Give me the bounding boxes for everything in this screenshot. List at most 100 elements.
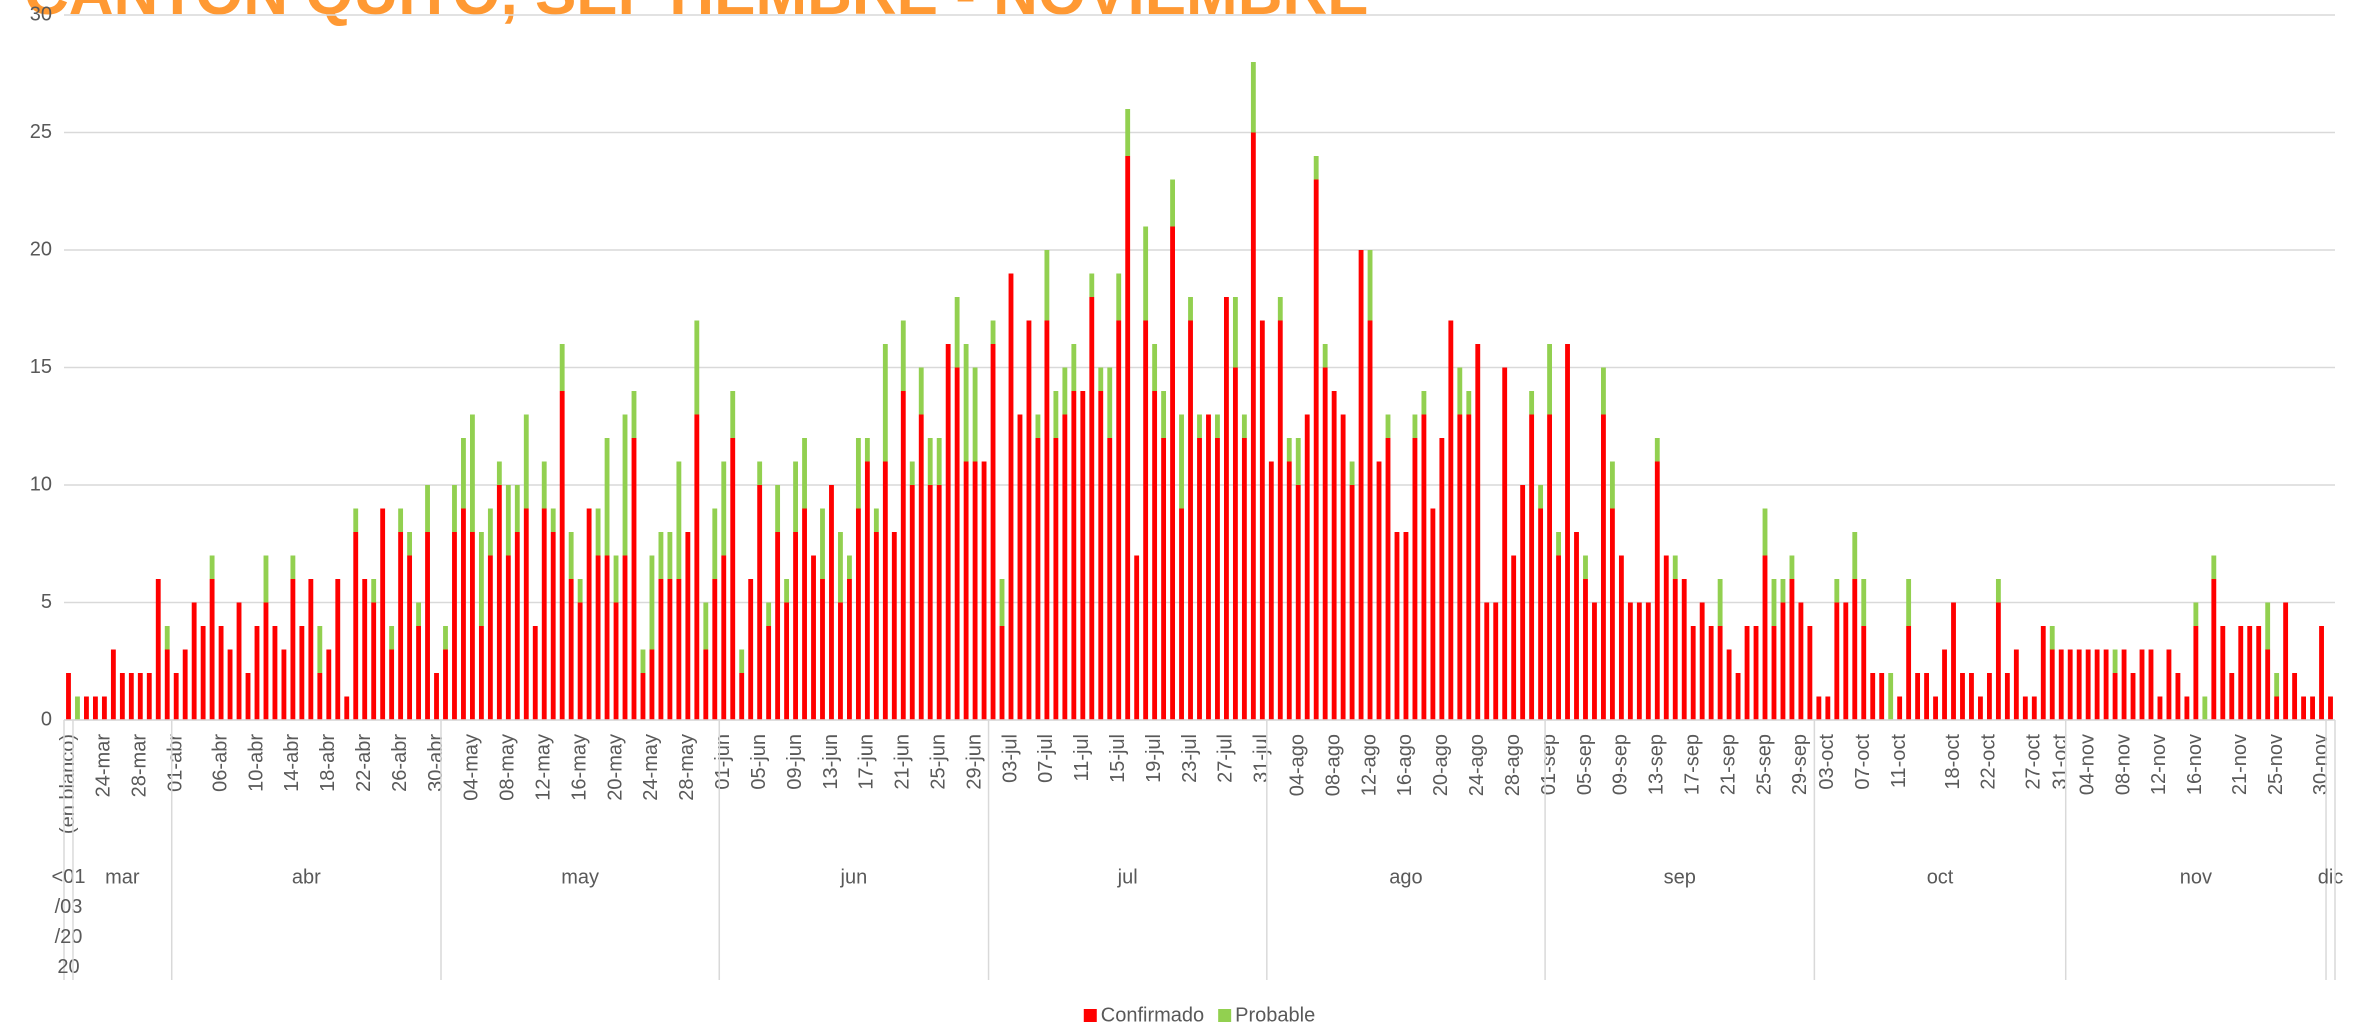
bar-segment (1995, 602, 2001, 720)
x-tick-label: 25-nov (2265, 734, 2287, 795)
bar-segment (694, 320, 700, 415)
bar-segment (1565, 344, 1570, 720)
bar-segment (1825, 696, 1831, 720)
bar-segment (568, 579, 574, 720)
x-tick-label: 08-nov (2112, 734, 2134, 795)
bar-segment (927, 438, 933, 485)
bar-segment (882, 461, 888, 720)
bar-segment (1654, 461, 1660, 720)
bar-segment (398, 508, 404, 532)
bar-segment (290, 555, 296, 579)
bar-segment (1583, 555, 1588, 579)
bar-segment (1852, 579, 1858, 720)
bar-segment (2139, 649, 2145, 720)
bar-segment (963, 344, 969, 462)
bar-segment (658, 532, 664, 579)
bar-segment (209, 579, 215, 720)
x-tick-label: 21-nov (2229, 734, 2251, 795)
x-tick-label: 28-ago (1502, 734, 1524, 796)
bar-segment (1331, 391, 1337, 720)
bar-segment (721, 461, 727, 556)
bar-segment (1250, 132, 1256, 720)
x-tick-label: 04-may (461, 734, 483, 801)
bar-segment (1762, 508, 1768, 556)
bar-segment (999, 626, 1005, 720)
bar-segment (1053, 438, 1059, 720)
bar-segment (1466, 414, 1472, 720)
bar-segment (838, 602, 843, 720)
bar-segment (1071, 344, 1077, 391)
x-tick-label: 11-oct (1888, 734, 1910, 789)
bar-segment (1645, 602, 1651, 720)
bar-segment (1780, 579, 1786, 603)
bar-segment (164, 626, 170, 650)
bar-segment (1143, 320, 1149, 720)
y-tick-label: 10 (30, 473, 52, 495)
bar-segment (820, 508, 825, 579)
bar-segment (209, 555, 215, 579)
bar-segment (1636, 602, 1642, 720)
bar-segment (1421, 391, 1427, 415)
bar-segment (416, 626, 421, 720)
x-tick-label: 27-oct (2023, 734, 2045, 790)
bar-segment (945, 344, 951, 720)
bar-segment (443, 626, 448, 650)
bar-segment (873, 532, 879, 720)
bar-segment (1906, 626, 1912, 720)
bar-segment (595, 508, 601, 556)
bar-segment (1708, 626, 1714, 720)
bar-segment (802, 508, 807, 720)
bar-segment (254, 626, 260, 720)
x-tick-label: 20-ago (1430, 734, 1452, 796)
bar-segment (1457, 367, 1463, 415)
bar-segment (2058, 649, 2064, 720)
x-tick-label: 18-oct (1942, 734, 1964, 790)
bar-segment (784, 602, 790, 720)
bar-segment (469, 532, 475, 720)
bar-segment (1556, 532, 1561, 556)
bar-segment (1197, 414, 1202, 438)
bar-segment (75, 696, 80, 720)
bar-segment (900, 391, 906, 720)
x-tick-label: 10-abr (245, 734, 267, 792)
bar-segment (1906, 579, 1912, 626)
bar-segment (1843, 602, 1849, 720)
bar-segment (1609, 461, 1615, 509)
x-tick-label: (en blanco) (57, 734, 79, 834)
bar-segment (505, 485, 511, 556)
bar-segment (1035, 438, 1041, 720)
bar-segment (981, 461, 987, 720)
bar-segment (416, 602, 421, 626)
bar-segment (1457, 414, 1463, 720)
x-tick-label: 07-oct (1852, 734, 1874, 790)
bar-segment (1789, 579, 1795, 720)
bar-segment (1089, 273, 1095, 297)
bar-segment (2211, 555, 2217, 579)
bar-segment (1924, 673, 1930, 720)
bar-segment (703, 649, 709, 720)
bar-segment (2103, 649, 2109, 720)
bar-segment (2049, 626, 2055, 650)
bar-segment (1466, 391, 1472, 415)
bar-segment (972, 367, 978, 462)
x-tick-label: 20-may (604, 734, 626, 801)
bar-segment (1367, 250, 1373, 321)
x-tick-label: 09-jun (784, 734, 806, 790)
bar-segment (2211, 579, 2217, 720)
bar-segment (1852, 532, 1858, 579)
x-tick-label: 13-jun (820, 734, 842, 790)
bar-segment (900, 320, 906, 391)
month-label: oct (1927, 866, 1954, 888)
x-tick-label: 23-jul (1179, 734, 1201, 783)
x-tick-label: 11-jul (1071, 734, 1093, 781)
month-label: jun (840, 866, 868, 888)
bar-segment (1771, 579, 1777, 626)
bar-segment (1654, 438, 1660, 462)
bar-segment (1574, 532, 1579, 720)
bar-segment (1897, 696, 1903, 720)
bar-segment (1942, 649, 1947, 720)
month-label: dic (2318, 866, 2344, 888)
x-tick-label: 31-oct (2050, 734, 2072, 790)
bar-segment (1367, 320, 1373, 720)
month-label: mar (105, 866, 140, 888)
